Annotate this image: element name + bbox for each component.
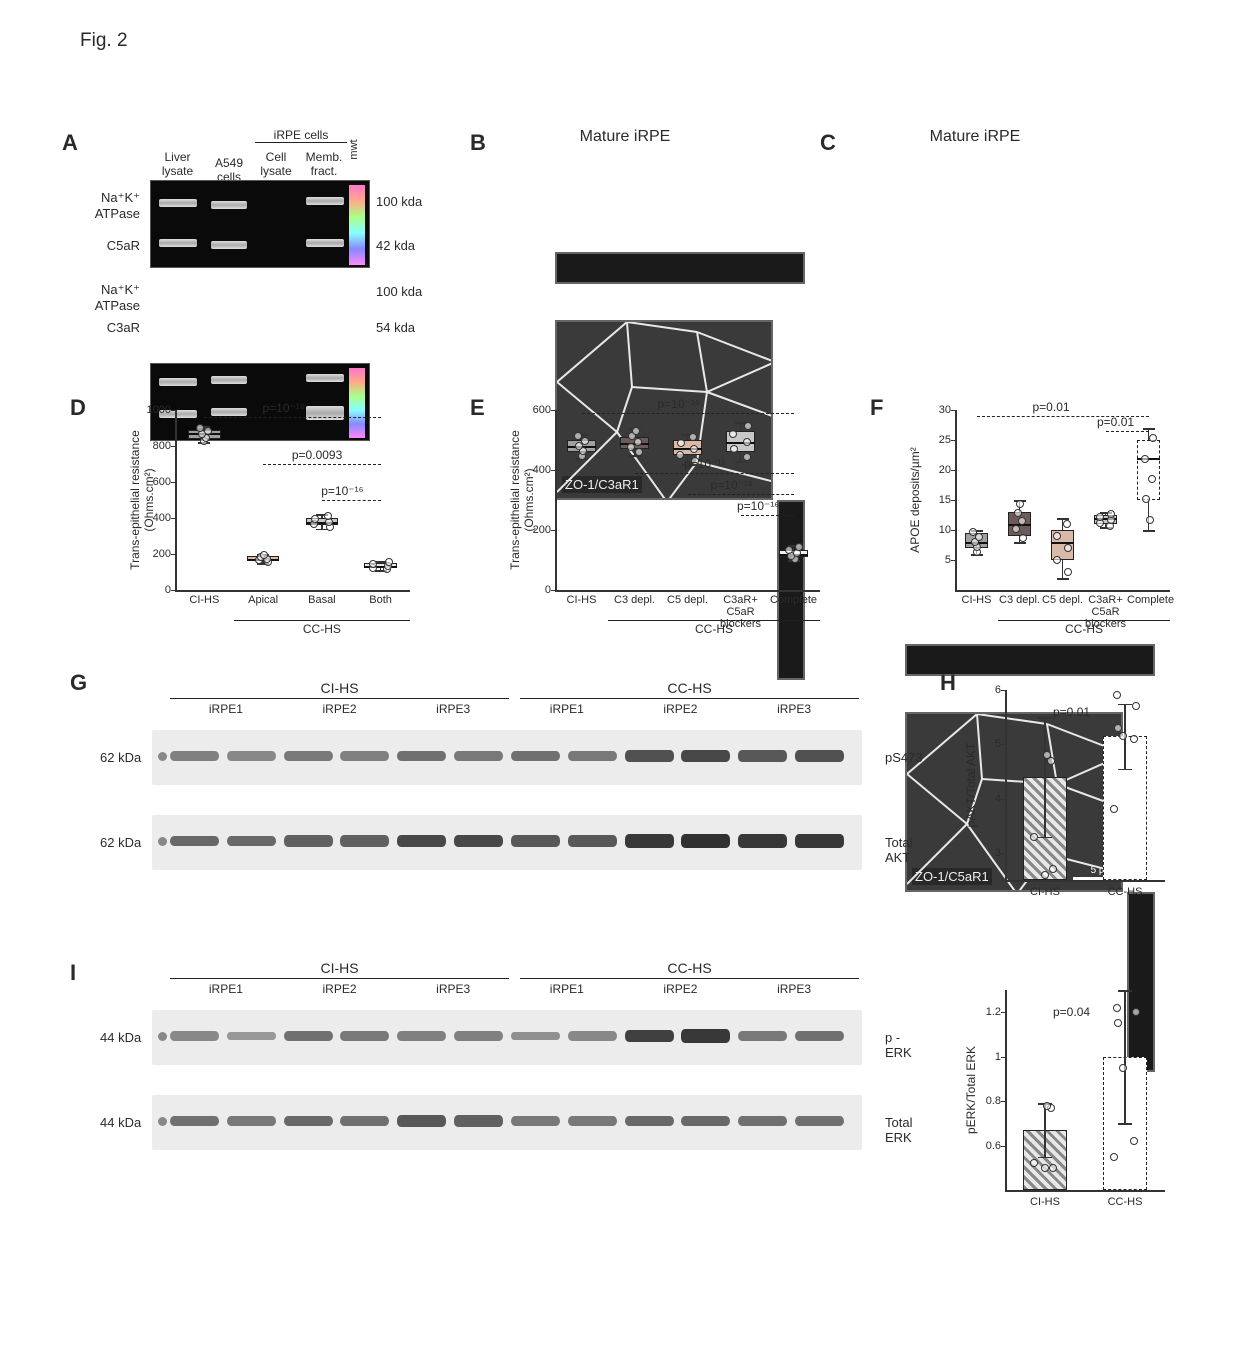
panel-a: Liver lysate A549 cells Cell lysate Memb… (80, 150, 430, 390)
chart-f: 5 10 15 20 25 30APOE deposits/µm² CI-HS … (900, 400, 1180, 635)
figure-title: Fig. 2 (80, 30, 1180, 52)
panel-g: CI-HS CC-HS iRPE1iRPE2iRPE3iRPE1iRPE2iRP… (100, 680, 890, 890)
blot-col: mwt (348, 137, 360, 162)
blot-col: Memb. fract. (300, 150, 348, 178)
chart-d: 0 200 400 600 800 1000Trans-epithelial r… (120, 400, 420, 635)
blot-row: Na⁺K⁺ ATPase (80, 190, 140, 221)
panel-label-c: C (820, 130, 836, 156)
group-line (255, 142, 347, 143)
panel-i: CI-HS CC-HS iRPE1iRPE2iRPE3iRPE1iRPE2iRP… (100, 960, 890, 1200)
blot-col: Liver lysate (155, 150, 200, 178)
blot-size: 42 kda (376, 238, 415, 253)
chart-h: 3 4 5 6pAKT/Total AKT CI-HS CC-HSp=0.01 (960, 680, 1170, 910)
blot-top (150, 180, 370, 268)
panel-label-f: F (870, 395, 883, 421)
blot-size: 100 kda (376, 284, 422, 299)
micro-top-strip-b (555, 252, 805, 284)
blot-size: 54 kda (376, 320, 415, 335)
blot-row: Na⁺K⁺ ATPase (80, 282, 140, 313)
blot-col: Cell lysate (255, 150, 297, 178)
blot-group: iRPE cells (255, 128, 347, 142)
panel-label-h: H (940, 670, 956, 696)
panel-label-d: D (70, 395, 86, 421)
chart-e: 0 200 400 600Trans-epithelial resistance… (500, 400, 830, 635)
blot-size: 100 kda (376, 194, 422, 209)
panel-label-a: A (62, 130, 78, 156)
chart-j: 0.6 0.8 1 1.2pERK/Total ERK CI-HS CC-HSp… (960, 980, 1170, 1220)
micro-title-b: Mature iRPE (500, 128, 750, 146)
panel-label-b: B (470, 130, 486, 156)
micro-title-c: Mature iRPE (850, 128, 1100, 146)
blot-row: C5aR (80, 238, 140, 253)
panel-label-i: I (70, 960, 76, 986)
panel-label-g: G (70, 670, 87, 696)
panel-label-e: E (470, 395, 485, 421)
blot-row: C3aR (80, 320, 140, 335)
